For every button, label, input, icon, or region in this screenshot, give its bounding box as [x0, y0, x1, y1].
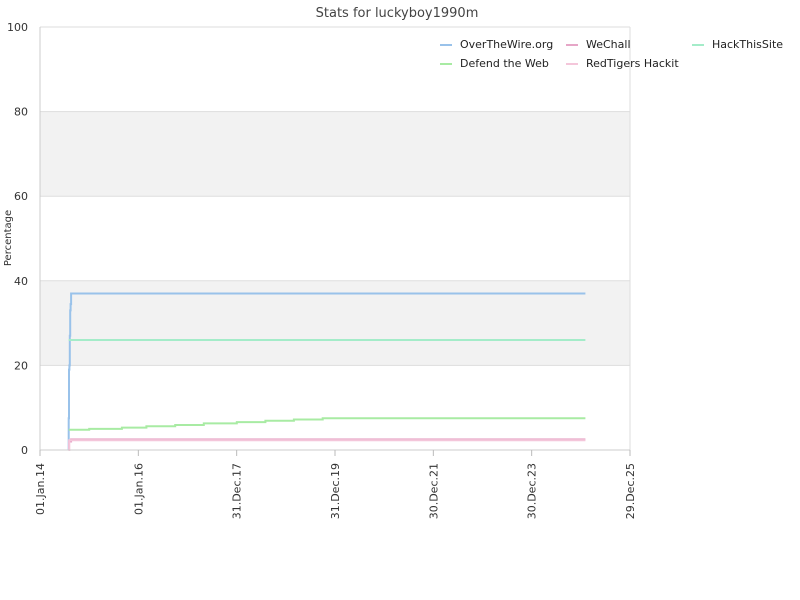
- legend: OverTheWire.org WeChall HackThisSite Defend…: [440, 38, 783, 70]
- legend-label: WeChall: [586, 38, 631, 51]
- x-tick-label: 30.Dec.21: [427, 463, 440, 519]
- axes: [39, 27, 631, 456]
- legend-label: RedTigers Hackit: [586, 57, 679, 70]
- x-tick-labels: 01.Jan.14 01.Jan.16 31.Dec.17 31.Dec.19 30.D…: [34, 463, 637, 519]
- legend-label: Defend the Web: [460, 57, 549, 70]
- series-line-3: [68, 417, 586, 431]
- y-axis-label: Percentage: [3, 210, 14, 266]
- series-line-4: [68, 439, 586, 451]
- y-tick-label: 60: [14, 190, 28, 203]
- x-tick-label: 01.Jan.16: [132, 463, 145, 515]
- y-tick-label: 0: [21, 444, 28, 457]
- x-tick-label: 01.Jan.14: [34, 463, 47, 515]
- plot-band: [40, 111, 630, 197]
- x-tick-label: 30.Dec.23: [526, 463, 539, 519]
- plot-bands: [40, 111, 630, 366]
- plot-band: [40, 280, 630, 366]
- series-line-0: [67, 292, 586, 451]
- y-tick-label: 100: [7, 21, 28, 34]
- x-tick-label: 29.Dec.25: [624, 463, 637, 519]
- x-tick-label: 31.Dec.19: [329, 463, 342, 519]
- legend-label: HackThisSite: [712, 38, 783, 51]
- y-tick-label: 40: [14, 275, 28, 288]
- y-tick-label: 80: [14, 106, 28, 119]
- y-tick-label: 20: [14, 359, 28, 372]
- y-tick-labels: 0 20 40 60 80 100: [7, 21, 28, 457]
- grid-lines: [40, 26, 630, 451]
- legend-label: OverTheWire.org: [460, 38, 553, 51]
- chart-title: Stats for luckyboy1990m: [316, 6, 479, 21]
- x-tick-label: 31.Dec.17: [231, 463, 244, 519]
